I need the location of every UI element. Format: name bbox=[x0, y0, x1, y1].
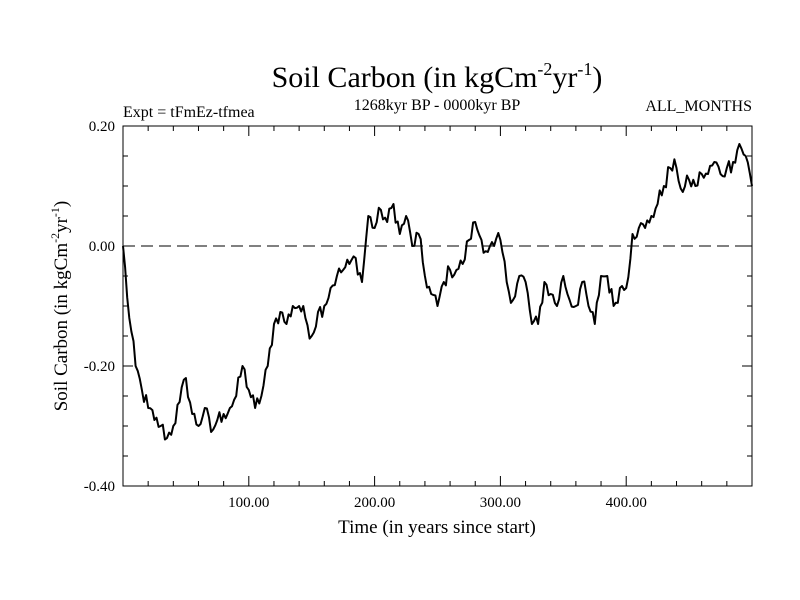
y-tick-label: 0.00 bbox=[89, 239, 115, 255]
chart-subtitle: 1268kyr BP - 0000kyr BP bbox=[354, 97, 521, 114]
y-axis-label: Soil Carbon (in kgCm-2yr-1) bbox=[48, 201, 72, 412]
y-tick-label: -0.20 bbox=[84, 359, 115, 375]
plot-frame bbox=[122, 125, 753, 487]
x-tick-label: 200.00 bbox=[354, 495, 395, 511]
months-label: ALL_MONTHS bbox=[645, 98, 752, 115]
x-axis-label: Time (in years since start) bbox=[338, 517, 536, 538]
expt-label: Expt = tFmEz-tfmea bbox=[123, 104, 255, 121]
series-line-soil-carbon bbox=[122, 143, 753, 441]
y-tick-label: 0.20 bbox=[89, 119, 115, 135]
x-tick-label: 400.00 bbox=[606, 495, 647, 511]
chart-title: Soil Carbon (in kgCm-2yr-1) bbox=[272, 59, 603, 94]
x-tick-label: 100.00 bbox=[228, 495, 269, 511]
y-tick-label: -0.40 bbox=[84, 479, 115, 495]
x-tick-label: 300.00 bbox=[480, 495, 521, 511]
